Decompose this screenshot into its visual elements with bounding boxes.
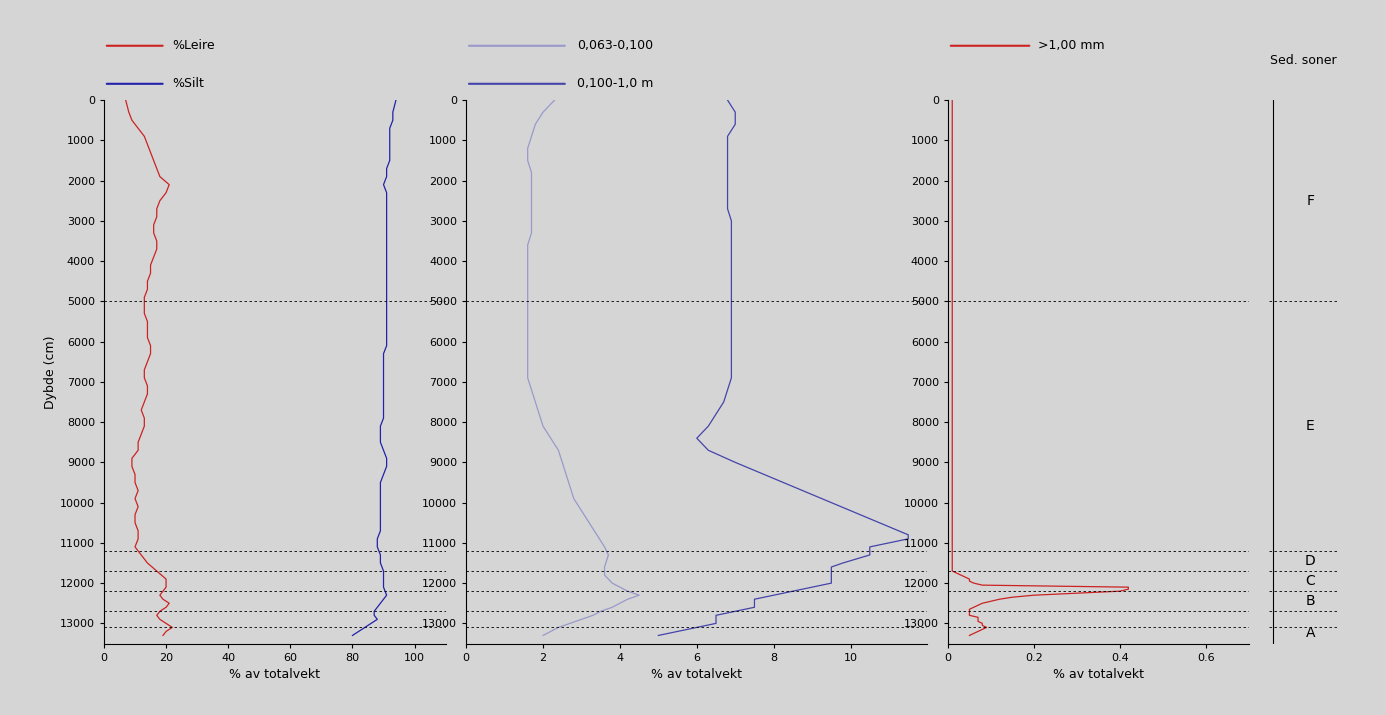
Text: Sed. soner: Sed. soner bbox=[1270, 54, 1336, 67]
Text: 0,100-1,0 m: 0,100-1,0 m bbox=[577, 77, 653, 90]
Text: F: F bbox=[1306, 194, 1314, 208]
X-axis label: % av totalvekt: % av totalvekt bbox=[651, 668, 743, 681]
Text: >1,00 mm: >1,00 mm bbox=[1038, 39, 1105, 52]
X-axis label: % av totalvekt: % av totalvekt bbox=[229, 668, 320, 681]
Text: E: E bbox=[1306, 419, 1314, 433]
Text: D: D bbox=[1304, 554, 1315, 568]
Text: B: B bbox=[1306, 594, 1315, 608]
X-axis label: % av totalvekt: % av totalvekt bbox=[1053, 668, 1143, 681]
Text: 0,063-0,100: 0,063-0,100 bbox=[577, 39, 653, 52]
Y-axis label: Dybde (cm): Dybde (cm) bbox=[44, 335, 57, 408]
Text: C: C bbox=[1306, 574, 1315, 588]
Text: %Leire: %Leire bbox=[172, 39, 215, 52]
Text: %Silt: %Silt bbox=[172, 77, 204, 90]
Text: A: A bbox=[1306, 626, 1315, 641]
